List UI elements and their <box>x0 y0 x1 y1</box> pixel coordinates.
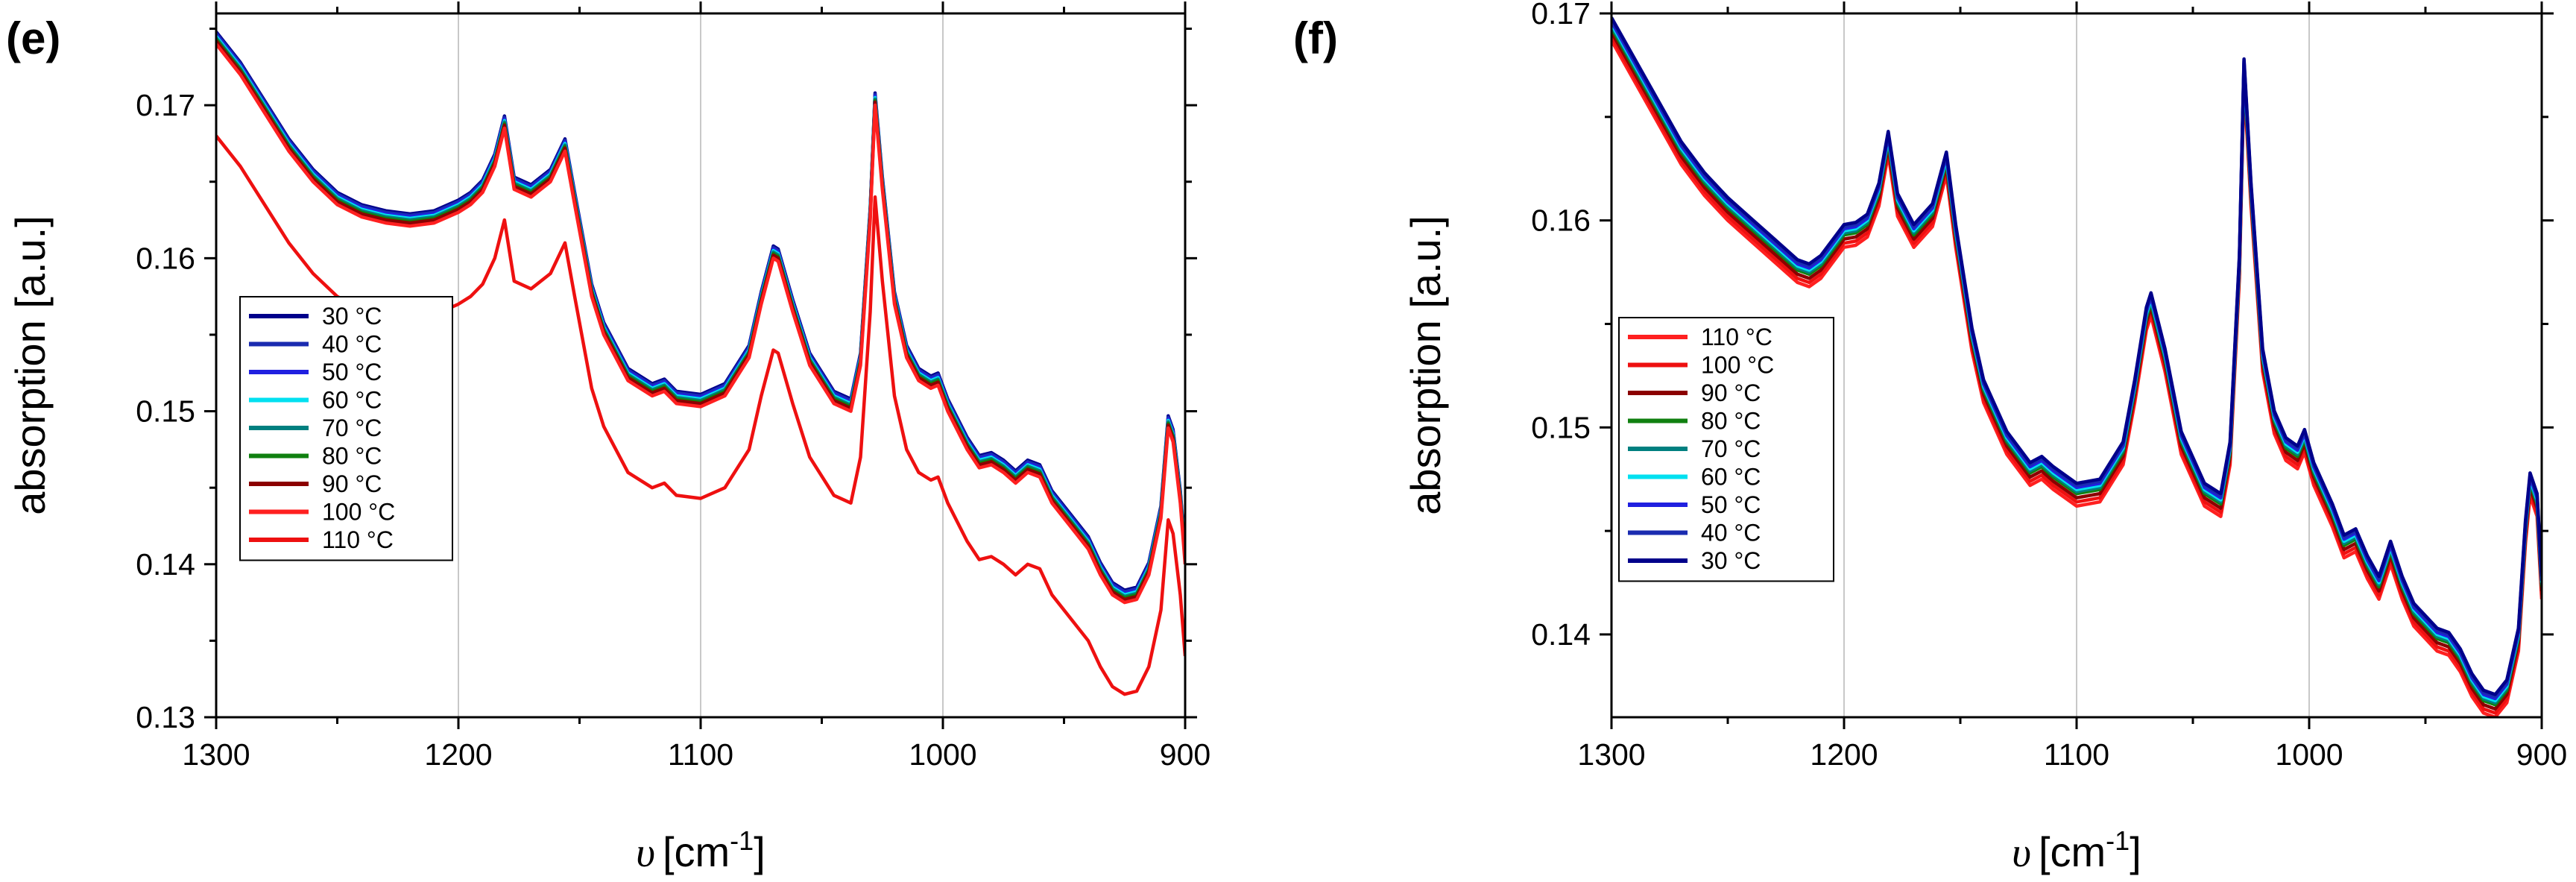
y-tick-label: 0.15 <box>1531 410 1591 444</box>
y-tick-label: 0.14 <box>1531 617 1591 652</box>
legend-label: 70 °C <box>1701 435 1761 462</box>
x-axis-symbol: υ <box>636 830 655 876</box>
legend-label: 90 °C <box>1701 379 1761 406</box>
y-axis-title: absorption [a.u.] <box>7 215 54 515</box>
panel-label: (e) <box>6 13 60 63</box>
x-axis-title: υ [cm-1] <box>2012 825 2141 876</box>
x-tick-label: 900 <box>2516 737 2567 772</box>
y-tick-label: 0.16 <box>136 241 195 275</box>
panel-e: (e) 1300 1200 1100 1000 900 0.13 0.14 0.15 0.16… <box>6 1 1210 876</box>
x-axis-unit-close: ] <box>754 828 765 875</box>
y-tick-labels: 0.13 0.14 0.15 0.16 0.17 <box>136 88 195 734</box>
grid-lines <box>458 13 944 717</box>
grid-lines <box>1843 13 2310 717</box>
y-axis-title: absorption [a.u.] <box>1402 215 1449 515</box>
legend-label: 100 °C <box>1701 352 1774 379</box>
series-line <box>216 42 1185 605</box>
x-axis-unit: [cm <box>2039 828 2106 875</box>
y-tick-label: 0.15 <box>136 394 195 429</box>
y-tick-label: 0.17 <box>1531 0 1591 31</box>
y-tick-labels: 0.14 0.15 0.16 0.17 <box>1531 0 1591 652</box>
legend-label: 110 °C <box>1701 324 1772 350</box>
panel-f: (f) 1300 1200 1100 1000 900 0.14 0.15 0.16 0.17… <box>1293 0 2567 876</box>
series-layer <box>216 31 1185 696</box>
x-tick-label: 1000 <box>909 737 976 772</box>
x-axis-unit-close: ] <box>2130 828 2141 875</box>
x-tick-labels: 1300 1200 1100 1000 900 <box>1577 737 2567 772</box>
x-axis-exponent: -1 <box>2106 825 2130 856</box>
legend-label: 30 °C <box>1701 547 1761 574</box>
x-tick-label: 1200 <box>424 737 492 772</box>
x-axis-title: υ [cm-1] <box>636 825 765 876</box>
legend-label: 30 °C <box>322 303 382 330</box>
legend-label: 80 °C <box>322 443 382 470</box>
x-tick-label: 1300 <box>182 737 250 772</box>
y-tick-label: 0.14 <box>136 547 195 582</box>
series-line <box>216 134 1185 696</box>
ticks <box>1600 1 2554 729</box>
legend-label: 90 °C <box>322 470 382 497</box>
legend-label: 70 °C <box>322 415 382 441</box>
y-tick-label: 0.17 <box>136 88 195 122</box>
legend-label: 40 °C <box>1701 520 1761 546</box>
x-tick-label: 1200 <box>1810 737 1878 772</box>
x-tick-label: 1000 <box>2275 737 2343 772</box>
legend-label: 50 °C <box>322 359 382 385</box>
y-tick-label: 0.16 <box>1531 204 1591 238</box>
x-axis-symbol: υ <box>2012 830 2031 876</box>
ticks <box>204 1 1197 729</box>
y-tick-label: 0.13 <box>136 700 195 734</box>
x-tick-label: 1300 <box>1577 737 1645 772</box>
legend-label: 60 °C <box>1701 464 1761 491</box>
legend-label: 40 °C <box>322 331 382 358</box>
series-layer <box>1611 16 2542 717</box>
legend-label: 50 °C <box>1701 491 1761 518</box>
panel-label: (f) <box>1293 13 1338 63</box>
x-tick-labels: 1300 1200 1100 1000 900 <box>182 737 1210 772</box>
series-line <box>1611 16 2542 696</box>
x-tick-label: 1100 <box>668 737 733 772</box>
x-axis-exponent: -1 <box>730 825 754 856</box>
x-tick-label: 1100 <box>2044 737 2109 772</box>
legend-label: 100 °C <box>322 499 395 526</box>
x-axis-unit: [cm <box>663 828 730 875</box>
legend-label: 80 °C <box>1701 408 1761 435</box>
legend-label: 60 °C <box>322 387 382 414</box>
x-tick-label: 900 <box>1160 737 1210 772</box>
legend-label: 110 °C <box>322 526 394 553</box>
